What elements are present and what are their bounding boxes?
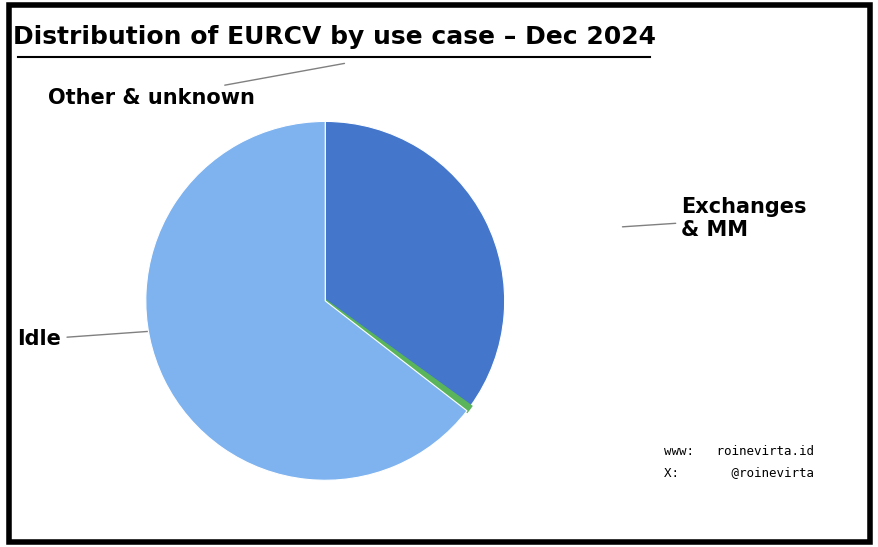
Wedge shape: [325, 121, 504, 406]
Text: Idle: Idle: [18, 328, 191, 349]
Text: www:   roinevirta.id
X:       @roinevirta: www: roinevirta.id X: @roinevirta: [663, 445, 813, 479]
Text: 35%: 35%: [405, 210, 464, 234]
Text: Other & unknown: Other & unknown: [48, 63, 344, 108]
Wedge shape: [146, 121, 466, 480]
Text: Exchanges
& MM: Exchanges & MM: [622, 197, 806, 240]
Text: 65%: 65%: [277, 354, 337, 379]
Text: Distribution of EURCV by use case – Dec 2024: Distribution of EURCV by use case – Dec …: [12, 25, 655, 49]
Wedge shape: [325, 301, 470, 411]
